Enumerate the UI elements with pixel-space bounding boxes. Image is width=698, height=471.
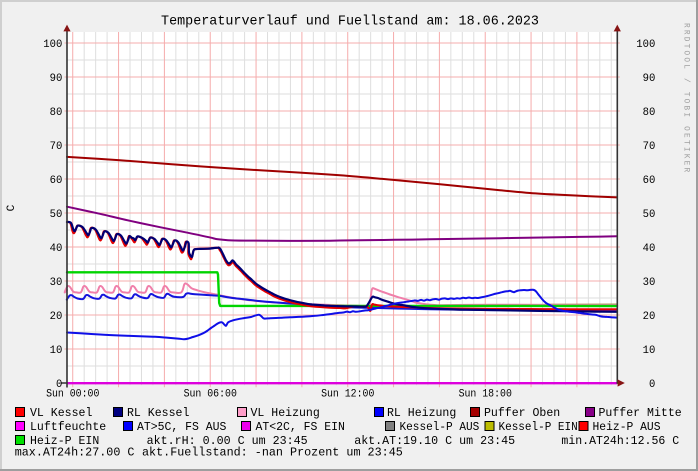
svg-text:10: 10: [643, 345, 656, 357]
svg-text:Sun 06:00: Sun 06:00: [184, 389, 237, 401]
svg-text:70: 70: [50, 141, 63, 153]
svg-text:akt.Fuellstand: -nan Prozent u: akt.Fuellstand: -nan Prozent um 23:45: [142, 446, 403, 460]
svg-text:Heiz-P AUS: Heiz-P AUS: [593, 420, 661, 434]
svg-text:Heiz-P EIN: Heiz-P EIN: [30, 434, 99, 448]
svg-text:50: 50: [50, 209, 63, 221]
svg-text:Luftfeuchte: Luftfeuchte: [30, 420, 106, 434]
svg-text:RL Heizung: RL Heizung: [387, 406, 456, 420]
svg-text:60: 60: [50, 175, 63, 187]
svg-text:0: 0: [649, 379, 655, 391]
svg-text:AT<2C, FS EIN: AT<2C, FS EIN: [256, 420, 345, 434]
svg-text:C: C: [6, 204, 18, 211]
svg-text:Temperaturverlauf und Fuellsta: Temperaturverlauf und Fuellstand am: 18.…: [161, 14, 539, 30]
svg-text:Kessel-P AUS: Kessel-P AUS: [400, 420, 480, 434]
svg-text:Puffer Oben: Puffer Oben: [484, 406, 560, 420]
svg-text:80: 80: [50, 107, 63, 119]
svg-text:50: 50: [643, 209, 656, 221]
svg-text:min.AT24h:12.56 C: min.AT24h:12.56 C: [561, 434, 679, 448]
svg-text:100: 100: [636, 39, 655, 51]
svg-text:Kessel-P EIN: Kessel-P EIN: [499, 420, 578, 434]
svg-text:Puffer Mitte: Puffer Mitte: [599, 406, 682, 420]
svg-text:20: 20: [643, 311, 656, 323]
svg-text:akt.AT:19.10 C um 23:45: akt.AT:19.10 C um 23:45: [354, 434, 515, 448]
svg-text:60: 60: [643, 175, 656, 187]
svg-text:Sun 00:00: Sun 00:00: [46, 389, 99, 401]
svg-text:VL Kessel: VL Kessel: [30, 406, 92, 420]
svg-text:20: 20: [50, 311, 63, 323]
svg-text:0: 0: [56, 379, 62, 391]
svg-text:max.AT24h:27.00 C: max.AT24h:27.00 C: [15, 446, 135, 460]
svg-text:70: 70: [643, 141, 656, 153]
svg-text:90: 90: [643, 73, 656, 85]
svg-text:80: 80: [643, 107, 656, 119]
svg-text:Sun 12:00: Sun 12:00: [321, 389, 374, 401]
svg-text:10: 10: [50, 345, 63, 357]
svg-text:30: 30: [643, 277, 656, 289]
svg-text:100: 100: [43, 39, 62, 51]
svg-text:VL Heizung: VL Heizung: [251, 406, 320, 420]
svg-text:40: 40: [643, 243, 656, 255]
svg-text:RL Kessel: RL Kessel: [127, 406, 189, 420]
svg-text:AT>5C, FS AUS: AT>5C, FS AUS: [137, 420, 226, 434]
svg-text:40: 40: [50, 243, 63, 255]
svg-text:30: 30: [50, 277, 63, 289]
svg-text:Sun 18:00: Sun 18:00: [459, 389, 512, 401]
svg-text:90: 90: [50, 73, 63, 85]
svg-text:akt.rH: 0.00 C um 23:45: akt.rH: 0.00 C um 23:45: [147, 434, 308, 448]
svg-text:RRDTOOL / TOBI OETIKER: RRDTOOL / TOBI OETIKER: [682, 23, 690, 174]
